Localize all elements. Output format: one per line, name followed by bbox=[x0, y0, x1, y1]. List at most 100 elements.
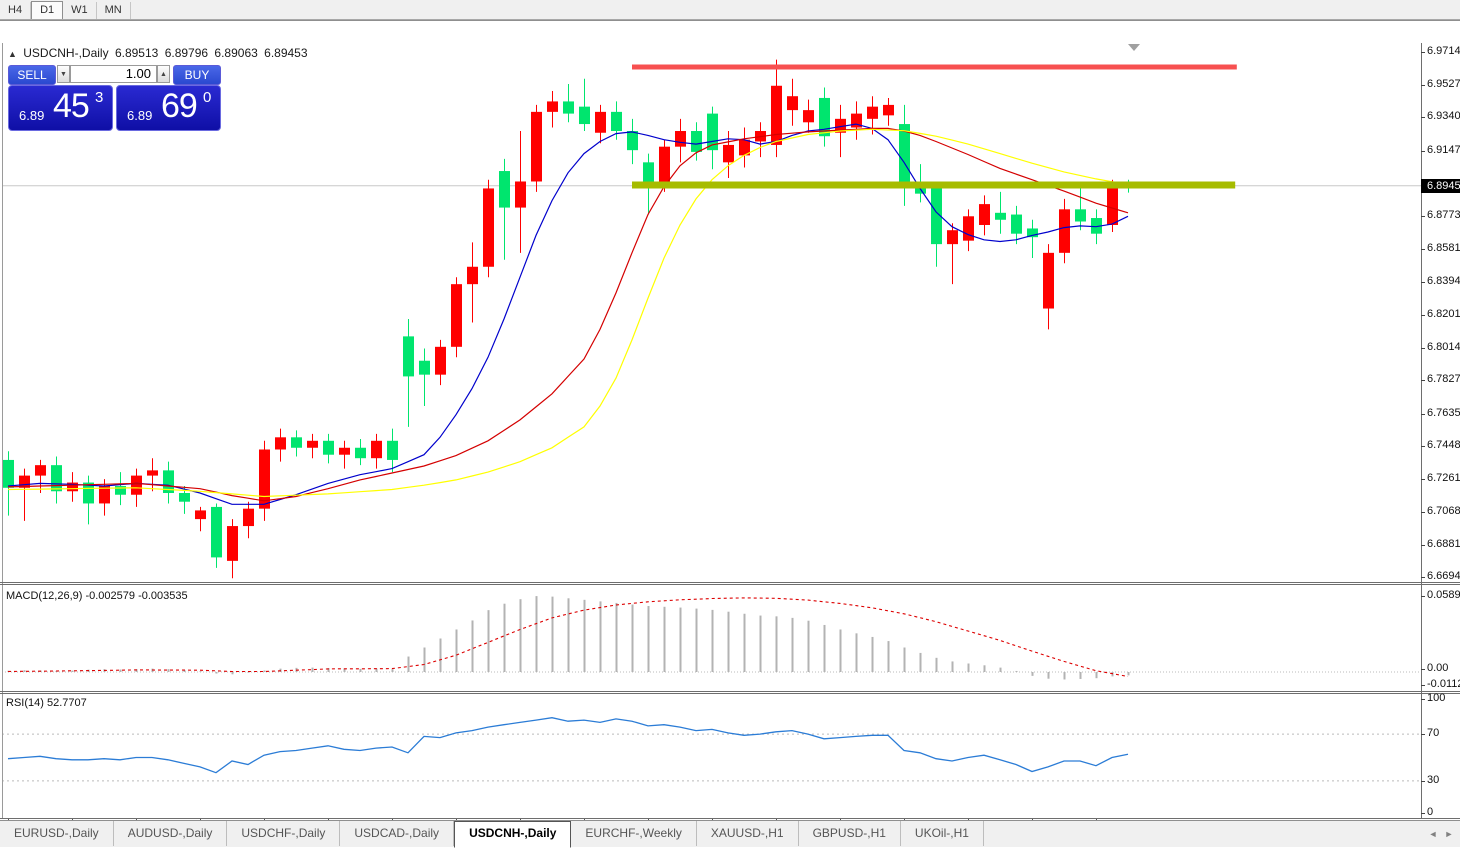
price-axis-label-tick bbox=[1421, 315, 1425, 316]
candle-body bbox=[531, 111, 542, 182]
rsi-line bbox=[7, 717, 1129, 774]
candle-body bbox=[83, 482, 94, 504]
price-axis-label-tick bbox=[1421, 479, 1425, 480]
candle-body bbox=[739, 139, 750, 156]
candle-body bbox=[611, 111, 622, 132]
macd-axis-zero: 0.00 bbox=[1427, 662, 1449, 674]
main-price-panel[interactable] bbox=[2, 59, 1421, 579]
candle-body bbox=[963, 216, 974, 241]
chart-tab-gbpusd-h1[interactable]: GBPUSD-,H1 bbox=[799, 821, 901, 846]
price-axis-label: 6.91475 bbox=[1427, 144, 1460, 156]
candle-body bbox=[51, 465, 62, 492]
price-axis-label-tick bbox=[1421, 52, 1425, 53]
candle-body bbox=[115, 486, 126, 495]
volume-increase-icon[interactable]: ▲ bbox=[157, 65, 170, 83]
macd-signal-line bbox=[7, 597, 1129, 678]
volume-input[interactable]: 1.00 bbox=[70, 65, 157, 83]
rsi-panel-splitter[interactable] bbox=[0, 691, 1460, 692]
chart-tab-xauusd-h1[interactable]: XAUUSD-,H1 bbox=[697, 821, 799, 846]
candle-body bbox=[851, 113, 862, 128]
timeframe-tab-mn[interactable]: MN bbox=[97, 2, 131, 19]
candle-body bbox=[163, 470, 174, 494]
chart-canvas[interactable] bbox=[0, 21, 1460, 867]
quote-low: 6.89063 bbox=[214, 46, 258, 60]
macd-axis-max-tick bbox=[1421, 596, 1425, 598]
chart-tab-usdcnh-daily[interactable]: USDCNH-,Daily bbox=[454, 821, 572, 848]
candle-body bbox=[947, 230, 958, 245]
candle-body bbox=[339, 447, 350, 455]
chart-shift-marker-icon[interactable] bbox=[1128, 44, 1140, 51]
rsi-axis-label: 30 bbox=[1427, 773, 1440, 786]
macd-label: MACD(12,26,9) -0.002579 -0.003535 bbox=[6, 590, 188, 602]
buy-price-pips: 69 bbox=[161, 87, 198, 125]
ma-slow-line[interactable] bbox=[7, 128, 1129, 498]
rsi-panel[interactable] bbox=[2, 717, 1421, 782]
macd-panel-splitter[interactable] bbox=[0, 582, 1460, 583]
macd-axis-max: 0.058954 bbox=[1427, 589, 1460, 602]
timeframe-tab-w1[interactable]: W1 bbox=[63, 2, 97, 19]
ma-fast-line[interactable] bbox=[7, 123, 1129, 505]
price-axis-label: 6.78275 bbox=[1427, 373, 1460, 385]
timeframe-tab-h4[interactable]: H4 bbox=[0, 2, 32, 19]
chart-header: ▲ USDCNH-,Daily 6.89513 6.89796 6.89063 … bbox=[8, 46, 311, 60]
price-axis-separator bbox=[1421, 43, 1422, 819]
chart-left-border bbox=[2, 43, 3, 819]
rsi-axis-label-tick bbox=[1421, 813, 1425, 814]
price-axis-label: 6.82015 bbox=[1427, 308, 1460, 320]
sell-button[interactable]: SELL bbox=[8, 65, 56, 85]
price-axis-label: 6.72610 bbox=[1427, 472, 1460, 484]
sell-price-button[interactable]: 6.89 45 3 bbox=[8, 85, 113, 131]
quote-close: 6.89453 bbox=[264, 46, 308, 60]
tab-scroll-left-icon[interactable]: ◄ bbox=[1428, 829, 1438, 839]
chart-tab-bar: EURUSD-,Daily AUDUSD-,Daily USDCHF-,Daily U… bbox=[0, 820, 1460, 848]
candle-body bbox=[627, 131, 638, 151]
candle-body bbox=[355, 447, 366, 459]
candle-body bbox=[307, 440, 318, 448]
candle-body bbox=[211, 506, 222, 558]
price-axis-label-tick bbox=[1421, 151, 1425, 152]
candle-body bbox=[835, 118, 846, 133]
candle-body bbox=[227, 526, 238, 561]
sell-price-prefix: 6.89 bbox=[19, 108, 45, 123]
price-axis-label-tick bbox=[1421, 216, 1425, 217]
price-axis-label: 6.68815 bbox=[1427, 538, 1460, 550]
price-axis-label-tick bbox=[1421, 545, 1425, 546]
chart-area[interactable]: ▲ USDCNH-,Daily 6.89513 6.89796 6.89063 … bbox=[0, 20, 1460, 847]
price-axis-label-tick bbox=[1421, 414, 1425, 415]
buy-price-button[interactable]: 6.89 69 0 bbox=[116, 85, 221, 131]
volume-stepper: ▼ 1.00 ▲ bbox=[57, 65, 170, 83]
price-axis-label-tick bbox=[1421, 85, 1425, 86]
candle-body bbox=[819, 97, 830, 137]
candle-body bbox=[723, 144, 734, 163]
chart-tab-audusd-daily[interactable]: AUDUSD-,Daily bbox=[114, 821, 228, 846]
chart-tab-usdchf-daily[interactable]: USDCHF-,Daily bbox=[227, 821, 341, 846]
candle-body bbox=[19, 475, 30, 488]
candle-body bbox=[931, 188, 942, 245]
ma-mid-line[interactable] bbox=[7, 127, 1129, 502]
rsi-axis-label: 100 bbox=[1427, 692, 1446, 704]
collapse-triangle-icon[interactable]: ▲ bbox=[8, 49, 17, 59]
price-axis-label-tick bbox=[1421, 348, 1425, 349]
macd-panel[interactable] bbox=[2, 596, 1421, 680]
candles-group[interactable] bbox=[3, 59, 1134, 579]
candle-body bbox=[99, 486, 110, 504]
chart-tab-eurchf-weekly[interactable]: EURCHF-,Weekly bbox=[571, 821, 697, 846]
current-price-badge: 6.89453 bbox=[1421, 179, 1460, 193]
candle-body bbox=[1043, 252, 1054, 309]
timeframe-tab-d1[interactable]: D1 bbox=[31, 1, 64, 19]
chart-tab-usdcad-daily[interactable]: USDCAD-,Daily bbox=[340, 821, 455, 846]
candle-body bbox=[483, 188, 494, 267]
candle-body bbox=[435, 346, 446, 375]
rsi-axis-label: 0 bbox=[1427, 806, 1434, 818]
chart-tab-ukoil-h1[interactable]: UKOil-,H1 bbox=[901, 821, 984, 846]
price-axis-label: 6.95270 bbox=[1427, 78, 1460, 90]
candle-body bbox=[707, 113, 718, 151]
one-click-trade-panel: SELL ▼ 1.00 ▲ BUY 6.89 45 3 6.89 69 0 bbox=[8, 64, 227, 131]
rsi-panel-splitter-2 bbox=[0, 693, 1460, 694]
chart-tab-eurusd-daily[interactable]: EURUSD-,Daily bbox=[0, 821, 114, 846]
candle-body bbox=[67, 482, 78, 492]
volume-decrease-icon[interactable]: ▼ bbox=[57, 65, 70, 83]
rsi-axis-label-tick bbox=[1421, 699, 1425, 700]
buy-button[interactable]: BUY bbox=[173, 65, 221, 85]
tab-scroll-right-icon[interactable]: ► bbox=[1444, 829, 1454, 839]
